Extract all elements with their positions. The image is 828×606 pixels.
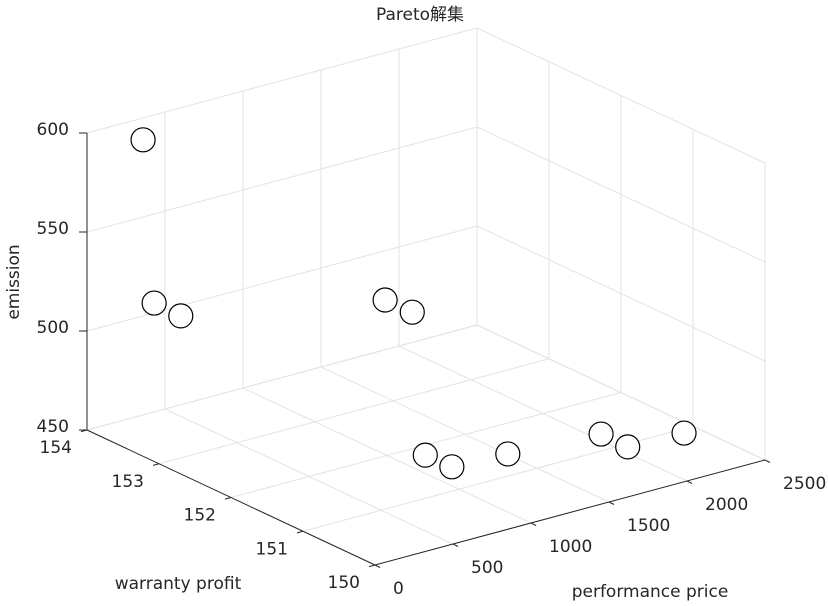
- marker: [130, 127, 156, 153]
- x-tick: [764, 459, 771, 463]
- y-tick: [224, 497, 232, 500]
- marker: [412, 442, 438, 468]
- grid-line: [476, 27, 766, 164]
- x-tick: [530, 522, 537, 526]
- x-tick-label: 1500: [627, 516, 670, 536]
- marker: [372, 287, 398, 313]
- chart-title: Pareto解集: [376, 5, 464, 25]
- y-tick-label: 152: [184, 506, 216, 526]
- x-tick: [452, 543, 459, 547]
- marker: [141, 290, 167, 316]
- x-tick: [374, 564, 381, 568]
- y-tick: [368, 564, 376, 568]
- grid-line: [476, 126, 766, 263]
- y-tick-label: 154: [40, 438, 72, 458]
- grid-line: [86, 126, 478, 233]
- marker: [615, 434, 641, 460]
- x-tick: [608, 501, 615, 505]
- y-axis-label: warranty profit: [115, 574, 242, 594]
- y-tick-label: 151: [256, 539, 288, 559]
- grid-line: [476, 225, 766, 362]
- grid-line: [476, 324, 766, 461]
- marker: [671, 420, 697, 446]
- grid-line: [158, 358, 550, 465]
- z-axis-label: emission: [4, 244, 24, 319]
- marker: [588, 421, 614, 447]
- z-tick-label: 450: [37, 417, 69, 437]
- x-tick-label: 1000: [549, 537, 592, 557]
- x-tick-label: 2000: [705, 495, 748, 515]
- x-tick-label: 500: [471, 558, 503, 578]
- grid-line: [86, 324, 478, 431]
- marker: [439, 454, 465, 480]
- marker: [399, 299, 425, 325]
- x-tick: [686, 480, 693, 484]
- y-tick-label: 153: [112, 472, 144, 492]
- x-axis: [374, 459, 766, 566]
- y-tick: [152, 463, 160, 466]
- marker: [168, 303, 194, 329]
- y-tick-label: 150: [328, 573, 360, 593]
- marker: [495, 441, 521, 467]
- y-tick: [296, 530, 304, 534]
- x-tick-label: 0: [393, 579, 404, 599]
- z-tick-label: 600: [37, 120, 69, 140]
- grid-line: [86, 27, 478, 134]
- x-tick-label: 2500: [783, 474, 826, 494]
- z-tick-label: 550: [37, 219, 69, 239]
- z-tick-label: 500: [37, 318, 69, 338]
- x-axis-label: performance price: [572, 582, 729, 602]
